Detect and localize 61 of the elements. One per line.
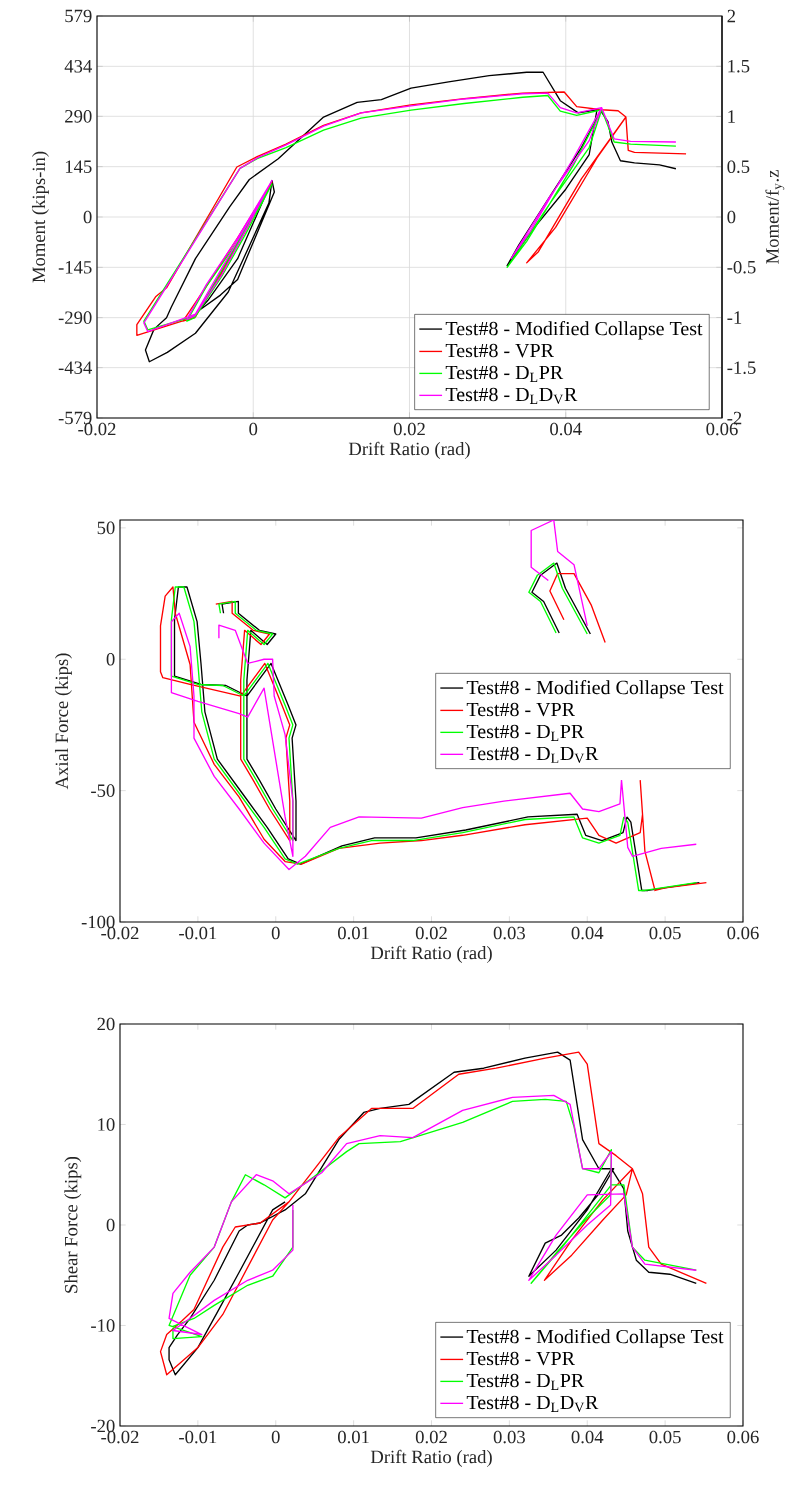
x-tick-label: 0.03 xyxy=(493,1430,525,1444)
legend-label: Test#8 - D$_{L}$PR xyxy=(466,724,585,741)
y2-tick-label: -0.5 xyxy=(727,260,756,274)
x-tick-label: 0.03 xyxy=(493,926,525,940)
legend-label: Test#8 - D$_{L}$D$_{V}$R xyxy=(445,387,578,405)
y-tick-label: 290 xyxy=(65,110,92,123)
y-axis-title: Shear Force (kips) xyxy=(64,1156,82,1293)
x-tick-label: -0.01 xyxy=(179,1430,217,1444)
x-axis-title: Drift Ratio (rad) xyxy=(370,1449,492,1467)
y-tick-label: -290 xyxy=(58,311,92,324)
y-tick-label: 0 xyxy=(83,210,92,224)
legend-label: Test#8 - D$_{L}$D$_{V}$R xyxy=(466,746,599,764)
y-tick-label: 20 xyxy=(97,1017,115,1031)
y-tick-label: 10 xyxy=(98,1118,115,1131)
x-tick-label: 0.02 xyxy=(393,422,425,436)
y2-tick-label: -1.5 xyxy=(727,361,756,375)
y-axis-title: Moment (kips-in) xyxy=(31,151,49,283)
y-tick-label: 0 xyxy=(106,652,115,666)
y-tick-label: -50 xyxy=(91,784,115,797)
x-axis-title: Drift Ratio (rad) xyxy=(370,945,492,963)
y-axis-title: Axial Force (kips) xyxy=(54,653,72,790)
x-tick-label: 0.06 xyxy=(727,926,759,940)
y2-axis-title: Moment/f$_{y}$.z xyxy=(765,170,785,264)
legend-label: Test#8 - VPR xyxy=(466,702,575,717)
x-tick-label: 0.02 xyxy=(415,926,447,940)
x-axis-title: Drift Ratio (rad) xyxy=(348,441,470,459)
y2-tick-label: 0 xyxy=(727,210,736,224)
y-tick-label: 434 xyxy=(64,60,93,73)
y-tick-label: 145 xyxy=(65,160,92,173)
y-tick-label: -10 xyxy=(91,1319,115,1332)
y2-tick-label: 0.5 xyxy=(727,160,750,174)
legend-label: Test#8 - D$_{L}$PR xyxy=(466,1373,585,1390)
x-tick-label: 0.01 xyxy=(338,926,369,940)
y-tick-label: 0 xyxy=(106,1218,115,1232)
y-tick-label: -434 xyxy=(58,361,93,374)
x-tick-label: 0.04 xyxy=(571,926,604,940)
y2-tick-label: 1.5 xyxy=(728,59,750,73)
legend-label: Test#8 - VPR xyxy=(466,1351,575,1366)
x-tick-label: -0.01 xyxy=(179,926,217,940)
x-tick-label: 0.02 xyxy=(415,1430,447,1444)
legend-label: Test#8 - VPR xyxy=(445,343,554,358)
x-tick-label: 0.05 xyxy=(649,926,681,940)
x-tick-label: 0.05 xyxy=(649,1430,681,1444)
y2-tick-label: -1 xyxy=(727,311,742,324)
x-tick-label: 0.06 xyxy=(727,1430,759,1444)
x-tick-label: 0.04 xyxy=(571,1430,604,1444)
legend-label: Test#8 - D$_{L}$D$_{V}$R xyxy=(466,1395,599,1413)
legend-label: Test#8 - Modified Collapse Test xyxy=(466,1329,724,1348)
y-tick-label: 50 xyxy=(97,521,115,535)
x-tick-label: 0 xyxy=(271,926,280,940)
x-tick-label: 0.04 xyxy=(550,422,582,436)
y-tick-label: -145 xyxy=(58,261,92,274)
y2-tick-label: 1 xyxy=(728,110,735,123)
y2-tick-label: 2 xyxy=(727,9,736,23)
y-tick-label: 579 xyxy=(65,9,92,23)
legend-label: Test#8 - Modified Collapse Test xyxy=(445,321,703,340)
x-tick-label: 0 xyxy=(249,422,258,436)
x-tick-label: 0.01 xyxy=(338,1430,369,1444)
x-tick-label: 0 xyxy=(271,1430,280,1444)
legend-label: Test#8 - D$_{L}$PR xyxy=(445,365,564,382)
legend-label: Test#8 - Modified Collapse Test xyxy=(466,680,724,699)
